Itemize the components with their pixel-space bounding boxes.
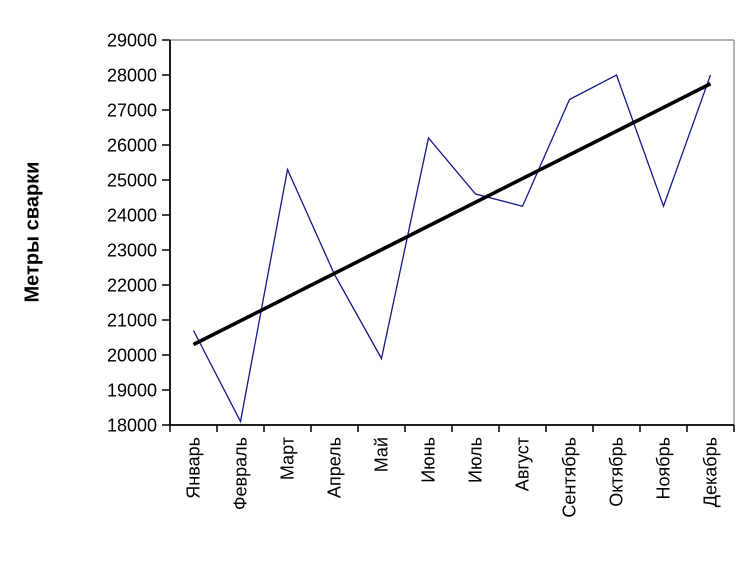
y-tick-label: 22000: [107, 275, 157, 295]
y-tick-label: 27000: [107, 100, 157, 120]
y-tick-label: 19000: [107, 380, 157, 400]
x-category-label: Январь: [184, 437, 204, 499]
series-line: [192, 74, 712, 424]
x-category-label: Май: [372, 437, 392, 472]
x-category-label: Сентябрь: [560, 437, 580, 518]
x-category-label: Ноябрь: [654, 437, 674, 499]
y-tick-label: 20000: [107, 345, 157, 365]
x-category-label: Октябрь: [607, 437, 627, 507]
y-tick-label: 21000: [107, 310, 157, 330]
y-tick-label: 23000: [107, 240, 157, 260]
y-tick-label: 28000: [107, 65, 157, 85]
x-category-label: Июнь: [419, 437, 439, 483]
y-axis-title: Метры сварки: [21, 161, 44, 303]
y-tick-label: 25000: [107, 170, 157, 190]
x-category-label: Апрель: [325, 437, 345, 498]
y-tick-label: 24000: [107, 205, 157, 225]
x-category-label: Март: [278, 437, 298, 480]
x-category-label: Декабрь: [701, 437, 721, 507]
y-tick-label: 18000: [107, 415, 157, 435]
x-category-label: Июль: [466, 437, 486, 483]
trend-line: [192, 82, 712, 347]
y-tick-label: 29000: [107, 30, 157, 50]
y-tick-label: 26000: [107, 135, 157, 155]
x-category-label: Август: [513, 437, 533, 491]
x-category-label: Февраль: [231, 437, 251, 510]
